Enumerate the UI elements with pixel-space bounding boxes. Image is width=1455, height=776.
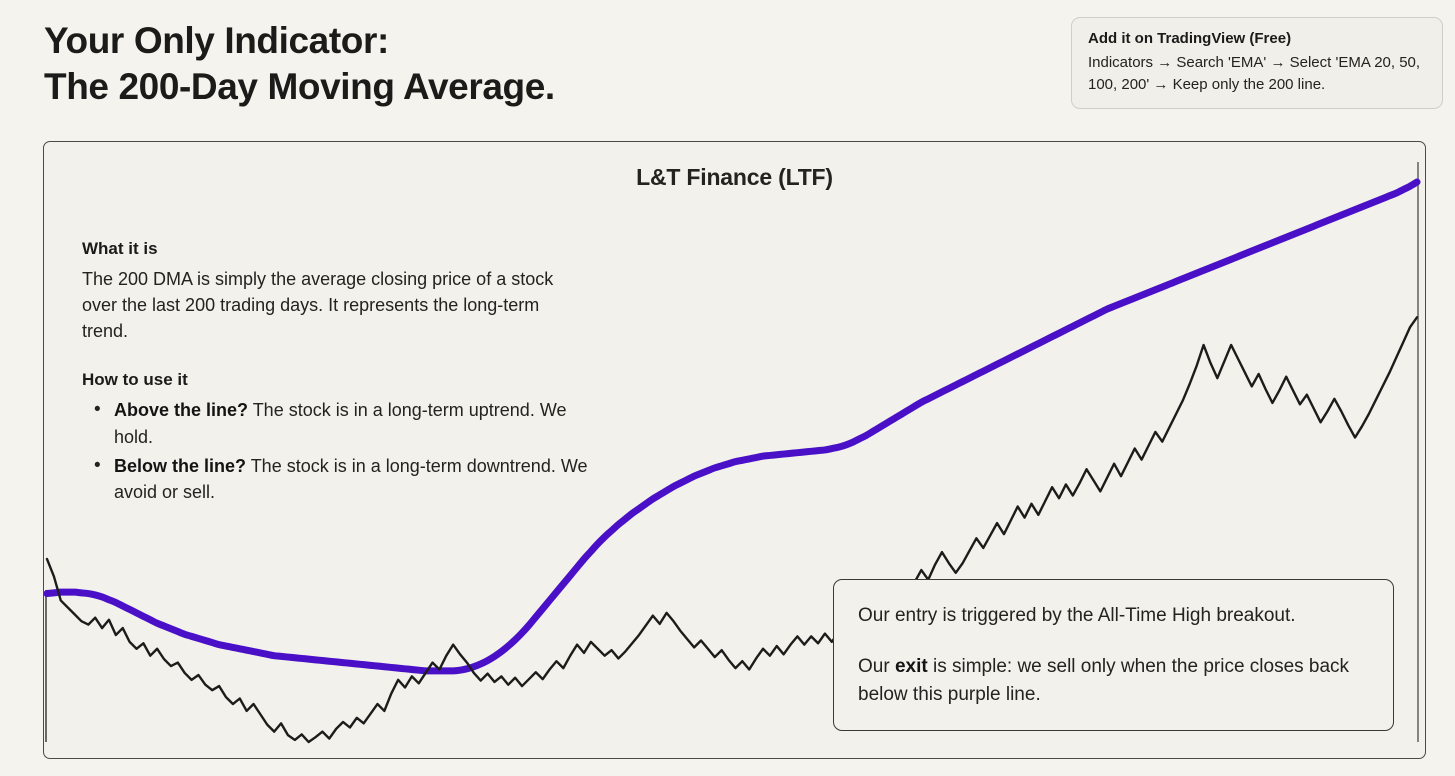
what-it-is-body: The 200 DMA is simply the average closin… — [82, 269, 554, 342]
callout-exit-bold: exit — [894, 655, 928, 677]
callout-exit-post: is simple: we sell only when the price c… — [858, 655, 1350, 706]
list-item: Above the line? The stock is in a long-t… — [94, 396, 589, 449]
price-line — [45, 316, 1419, 744]
chart-panel: L&T Finance (LTF) What it is The 200 DMA… — [43, 141, 1426, 759]
price-chart — [44, 162, 1421, 744]
tradingview-box-body: Indicators → Search 'EMA' → Select 'EMA … — [1088, 54, 1421, 93]
bullet-rest: The stock is in a long-term downtrend. W… — [114, 455, 588, 502]
callout-exit-text: Our exit is simple: we sell only when th… — [858, 653, 1369, 710]
how-to-use-it-list: Above the line? The stock is in a long-t… — [82, 396, 602, 505]
tradingview-box-title: Add it on TradingView (Free) — [1088, 30, 1292, 47]
what-it-is-heading: What it is — [82, 239, 158, 258]
page-header: Your Only Indicator: The 200-Day Moving … — [0, 0, 1455, 130]
entry-exit-callout: Our entry is triggered by the All-Time H… — [833, 579, 1394, 731]
callout-entry-text: Our entry is triggered by the All-Time H… — [858, 605, 1296, 626]
callout-exit-pre: Our — [858, 655, 895, 677]
moving-average-line — [44, 178, 1421, 675]
bullet-lead: Above the line? — [114, 400, 249, 421]
tradingview-instructions-box: Add it on TradingView (Free) Indicators … — [1071, 17, 1443, 109]
page-title: Your Only Indicator: The 200-Day Moving … — [44, 20, 555, 108]
bullet-lead: Below the line? — [114, 455, 247, 476]
list-item: Below the line? The stock is in a long-t… — [94, 452, 589, 505]
explainer-spacer — [82, 344, 602, 369]
explainer-block: What it is The 200 DMA is simply the ave… — [82, 238, 602, 508]
chart-title: L&T Finance (LTF) — [636, 164, 833, 190]
how-to-use-it-heading: How to use it — [82, 370, 188, 390]
bullet-rest: The stock is in a long-term uptrend. We … — [114, 400, 567, 447]
